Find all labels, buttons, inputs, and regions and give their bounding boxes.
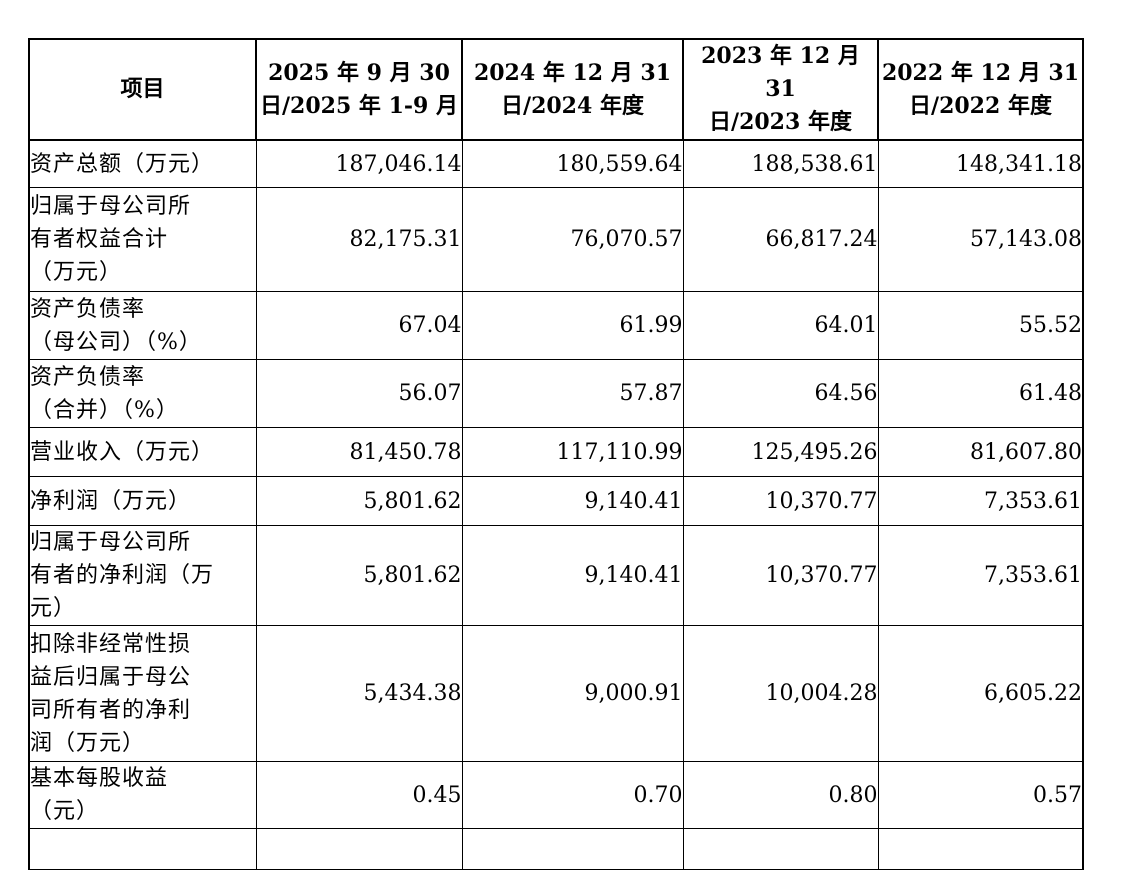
cell-value: 9,140.41 (461, 525, 684, 626)
row-label: 资产总额（万元） (28, 139, 257, 188)
header-item: 项目 (28, 38, 257, 141)
cell-value-cutoff (461, 828, 684, 870)
cell-value: 6,605.22 (877, 625, 1084, 762)
table-row-parent-net-profit: 归属于母公司所 有者的净利润（万 元） 5,801.62 9,140.41 10… (28, 525, 1084, 626)
cell-value: 57,143.08 (877, 187, 1084, 292)
cell-value: 66,817.24 (682, 187, 879, 292)
row-label: 资产负债率 （合并）（%） (28, 359, 257, 428)
cell-value: 10,370.77 (682, 525, 879, 626)
cell-value: 0.57 (877, 761, 1084, 829)
cell-value: 188,538.61 (682, 139, 879, 188)
cell-value: 125,495.26 (682, 427, 879, 477)
table-row-debt-ratio-parent: 资产负债率 （母公司）（%） 67.04 61.99 64.01 55.52 (28, 291, 1084, 360)
table-row-revenue: 营业收入（万元） 81,450.78 117,110.99 125,495.26… (28, 427, 1084, 477)
cell-value: 9,000.91 (461, 625, 684, 762)
row-label: 资产负债率 （母公司）（%） (28, 291, 257, 360)
row-label: 归属于母公司所 有者权益合计 （万元） (28, 187, 257, 292)
table-row-cutoff (28, 828, 1084, 870)
cell-value: 57.87 (461, 359, 684, 428)
table-row-debt-ratio-consolidated: 资产负债率 （合并）（%） 56.07 57.87 64.56 61.48 (28, 359, 1084, 428)
table-row-net-profit: 净利润（万元） 5,801.62 9,140.41 10,370.77 7,35… (28, 476, 1084, 526)
header-2025-q3: 2025 年 9 月 30 日/2025 年 1-9 月 (255, 38, 463, 141)
header-2024: 2024 年 12 月 31 日/2024 年度 (461, 38, 684, 141)
cell-value: 7,353.61 (877, 525, 1084, 626)
cell-value: 9,140.41 (461, 476, 684, 526)
row-label: 营业收入（万元） (28, 427, 257, 477)
cell-value: 67.04 (255, 291, 463, 360)
cell-value: 10,370.77 (682, 476, 879, 526)
cell-value: 5,801.62 (255, 525, 463, 626)
header-2023: 2023 年 12 月 31 日/2023 年度 (682, 38, 879, 141)
cell-value: 76,070.57 (461, 187, 684, 292)
cell-value: 81,607.80 (877, 427, 1084, 477)
cell-value: 0.45 (255, 761, 463, 829)
row-label: 扣除非经常性损 益后归属于母公 司所有者的净利 润（万元） (28, 625, 257, 762)
cell-value: 61.99 (461, 291, 684, 360)
cell-value: 61.48 (877, 359, 1084, 428)
cell-value: 56.07 (255, 359, 463, 428)
cell-value: 55.52 (877, 291, 1084, 360)
cell-value-cutoff (682, 828, 879, 870)
cell-value: 180,559.64 (461, 139, 684, 188)
cell-value-cutoff (877, 828, 1084, 870)
table-row-adjusted-net-profit: 扣除非经常性损 益后归属于母公 司所有者的净利 润（万元） 5,434.38 9… (28, 625, 1084, 762)
row-label: 基本每股收益 （元） (28, 761, 257, 829)
cell-value: 64.01 (682, 291, 879, 360)
table-row-total-assets: 资产总额（万元） 187,046.14 180,559.64 188,538.6… (28, 139, 1084, 188)
cell-value: 7,353.61 (877, 476, 1084, 526)
cell-value: 148,341.18 (877, 139, 1084, 188)
cell-value: 117,110.99 (461, 427, 684, 477)
row-label: 净利润（万元） (28, 476, 257, 526)
header-2022: 2022 年 12 月 31 日/2022 年度 (877, 38, 1084, 141)
cell-value: 0.80 (682, 761, 879, 829)
cell-value: 10,004.28 (682, 625, 879, 762)
financial-data-table: 项目 2025 年 9 月 30 日/2025 年 1-9 月 2024 年 1… (28, 38, 1084, 870)
table-row-parent-equity: 归属于母公司所 有者权益合计 （万元） 82,175.31 76,070.57 … (28, 187, 1084, 292)
table-header-row: 项目 2025 年 9 月 30 日/2025 年 1-9 月 2024 年 1… (28, 38, 1084, 141)
row-label: 归属于母公司所 有者的净利润（万 元） (28, 525, 257, 626)
cell-value: 5,801.62 (255, 476, 463, 526)
cell-value: 5,434.38 (255, 625, 463, 762)
cell-value: 82,175.31 (255, 187, 463, 292)
row-label-cutoff (28, 828, 257, 870)
table-row-basic-eps: 基本每股收益 （元） 0.45 0.70 0.80 0.57 (28, 761, 1084, 829)
cell-value: 64.56 (682, 359, 879, 428)
cell-value: 0.70 (461, 761, 684, 829)
cell-value: 187,046.14 (255, 139, 463, 188)
cell-value: 81,450.78 (255, 427, 463, 477)
cell-value-cutoff (255, 828, 463, 870)
